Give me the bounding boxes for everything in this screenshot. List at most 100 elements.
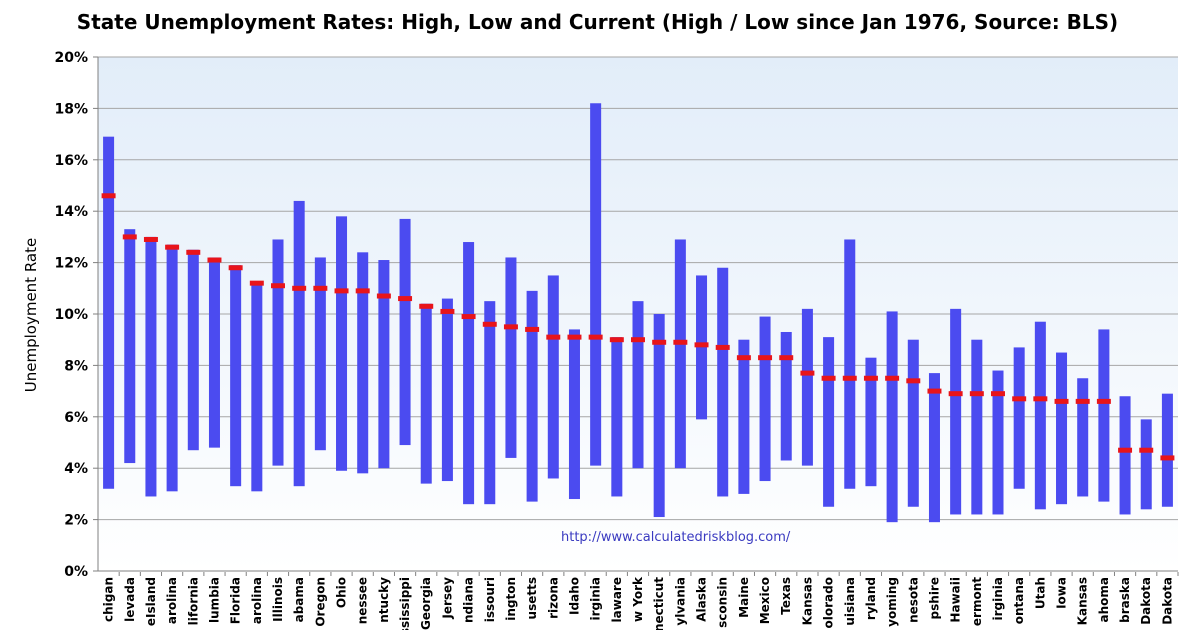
range-bar [505,257,517,458]
current-marker [800,370,815,376]
x-tick-label: ylvania [673,577,687,626]
range-bar [823,337,835,507]
range-bar [1140,419,1152,510]
y-tick-label: 14% [54,204,88,220]
range-bar [653,314,665,518]
x-tick-label: ssissippi [398,577,412,630]
x-tick-label: Illinois [271,577,285,622]
range-bar [208,257,220,448]
current-marker [885,375,900,381]
current-marker [546,334,561,340]
x-tick-label: irginia [991,577,1005,621]
range-bar [992,370,1004,515]
range-bar [441,298,453,482]
current-marker [821,375,836,381]
x-tick-label: ontana [1012,577,1026,624]
x-tick-label: ndiana [462,577,476,623]
x-tick-label: nessee [356,577,370,624]
range-bar [230,265,242,487]
x-tick-label: issouri [483,577,497,622]
current-marker [122,234,137,240]
range-bar [696,275,708,420]
range-bar [187,249,199,451]
x-tick-label: Georgia [419,577,433,630]
range-bar [463,242,475,505]
x-tick-label: laware [610,577,624,622]
range-bar [145,236,157,497]
x-tick-label: braska [1118,577,1132,623]
current-marker [165,244,180,250]
range-bar [971,339,983,515]
range-bar [590,103,602,466]
range-bar [124,229,136,464]
current-marker [440,308,455,314]
x-tick-label: Alaska [695,577,709,622]
x-tick-label: eIsland [144,577,158,626]
range-bar [378,260,390,469]
current-marker [927,388,942,394]
current-marker [652,339,667,345]
x-tick-label: Mexico [758,577,772,624]
range-bar [1119,396,1131,515]
range-bar [399,218,411,446]
range-bar [1077,378,1089,497]
range-bar [886,311,898,523]
current-marker [1118,447,1133,453]
current-marker [948,391,963,397]
current-marker [736,355,751,361]
range-bar [632,301,644,469]
range-bar [166,244,178,492]
range-bar [272,239,284,466]
x-tick-label: lumbia [207,577,221,623]
current-marker [588,334,603,340]
range-bar [801,308,813,466]
x-tick-label: levada [123,577,137,622]
range-bar [336,216,348,471]
current-marker [694,342,709,348]
y-tick-label: 2% [64,513,88,529]
y-tick-label: 0% [64,564,88,580]
range-bar [1013,347,1025,489]
y-tick-label: 18% [54,101,88,117]
range-bar [1034,321,1046,510]
current-marker [419,303,434,309]
x-tick-label: Dakota [1139,577,1153,625]
x-tick-label: ermont [970,577,984,626]
current-marker [376,293,391,299]
current-marker [1075,398,1090,404]
current-marker [906,378,921,384]
x-tick-label: Dakota [1160,577,1174,625]
range-bar [950,308,962,515]
y-tick-label: 6% [64,410,88,426]
current-marker [1096,398,1111,404]
range-bar [780,331,792,461]
y-tick-label: 10% [54,307,88,323]
watermark-url: http://www.calculatedriskblog.com/ [561,530,791,545]
range-bar [759,316,771,482]
x-tick-label: sconsin [716,577,730,628]
x-tick-label: Ohio [335,577,349,608]
x-tick-label: Florida [229,577,243,624]
range-bar [928,373,940,523]
current-marker [271,283,285,289]
x-tick-label: ntucky [377,577,391,623]
range-bar [420,303,432,484]
y-tick-label: 4% [64,461,88,477]
x-tick-label: w York [631,576,645,622]
x-tick-label: ahoma [1097,577,1111,623]
x-tick-label: arolina [165,577,179,624]
y-tick-label: 20% [54,50,88,66]
range-bar [547,275,559,479]
range-bar [484,301,496,505]
current-marker [207,257,222,263]
current-marker [991,391,1005,397]
range-bar [1098,329,1110,502]
current-marker [525,326,540,332]
range-bar [674,239,686,469]
range-bar [568,329,580,500]
range-bar [717,267,729,497]
current-marker [842,375,857,381]
current-marker [1012,396,1027,402]
